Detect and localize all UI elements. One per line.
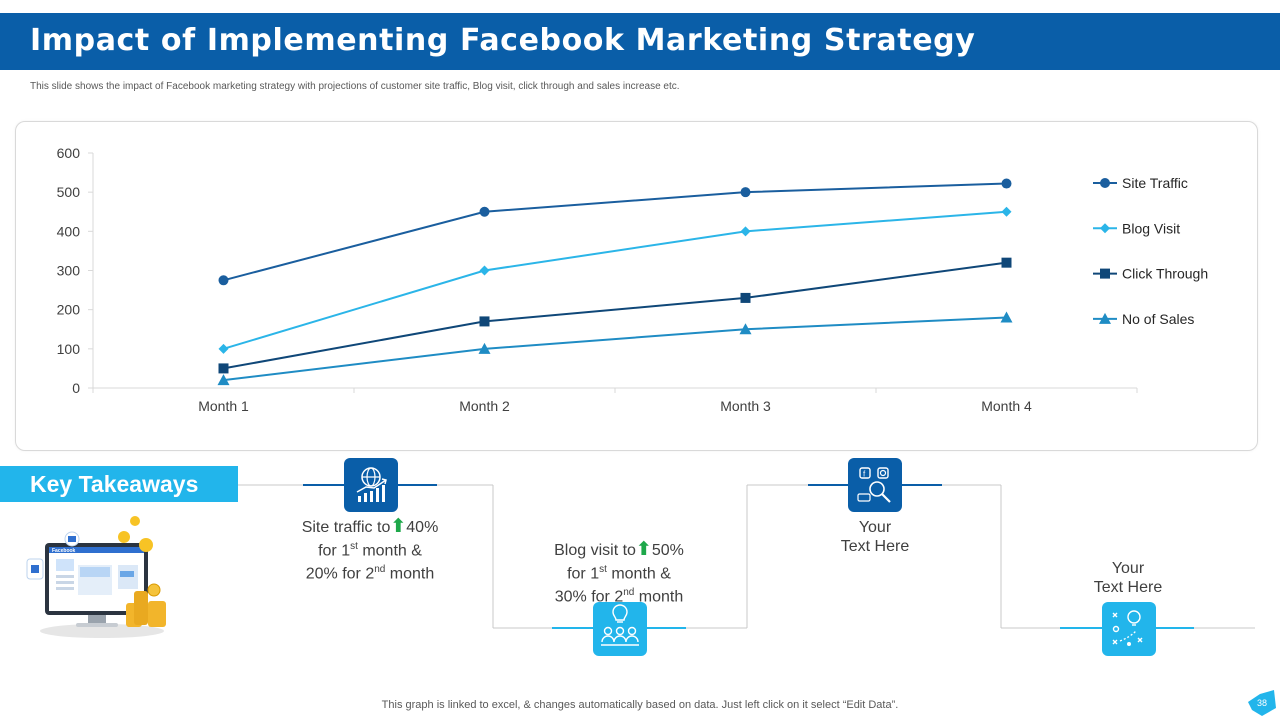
social-media-search-icon: f (848, 458, 902, 512)
up-arrow-icon: ⬆ (635, 539, 652, 560)
page-title: Impact of Implementing Facebook Marketin… (30, 23, 976, 58)
team-idea-icon (593, 602, 647, 656)
takeaway-blog-visit: Blog visit to⬆50% for 1st month & 30% fo… (554, 539, 684, 606)
key-takeaways-banner: Key Takeaways (0, 466, 238, 502)
strategy-lightbulb-icon (1102, 602, 1156, 656)
svg-text:f: f (863, 470, 866, 479)
illustration-label: Facebook (52, 548, 76, 554)
takeaway-site-traffic: Site traffic to⬆40% for 1st month & 20% … (301, 516, 439, 583)
facebook-monitor-illustration: Facebook (26, 516, 166, 638)
key-takeaways-title: Key Takeaways (30, 471, 199, 497)
title-bar: Impact of Implementing Facebook Marketin… (0, 13, 1280, 70)
globe-growth-chart-icon (344, 458, 398, 512)
page-number-badge: 38 (1248, 690, 1276, 716)
up-arrow-icon: ⬆ (390, 516, 407, 537)
footer-note: This graph is linked to excel, & changes… (381, 699, 899, 711)
chart-card (15, 121, 1258, 451)
takeaway-placeholder-1: Your Text Here (840, 519, 910, 555)
page-number: 38 (1257, 698, 1267, 708)
takeaway-placeholder-2: Your Text Here (1093, 560, 1163, 596)
slide-subtitle: This slide shows the impact of Facebook … (30, 81, 680, 92)
